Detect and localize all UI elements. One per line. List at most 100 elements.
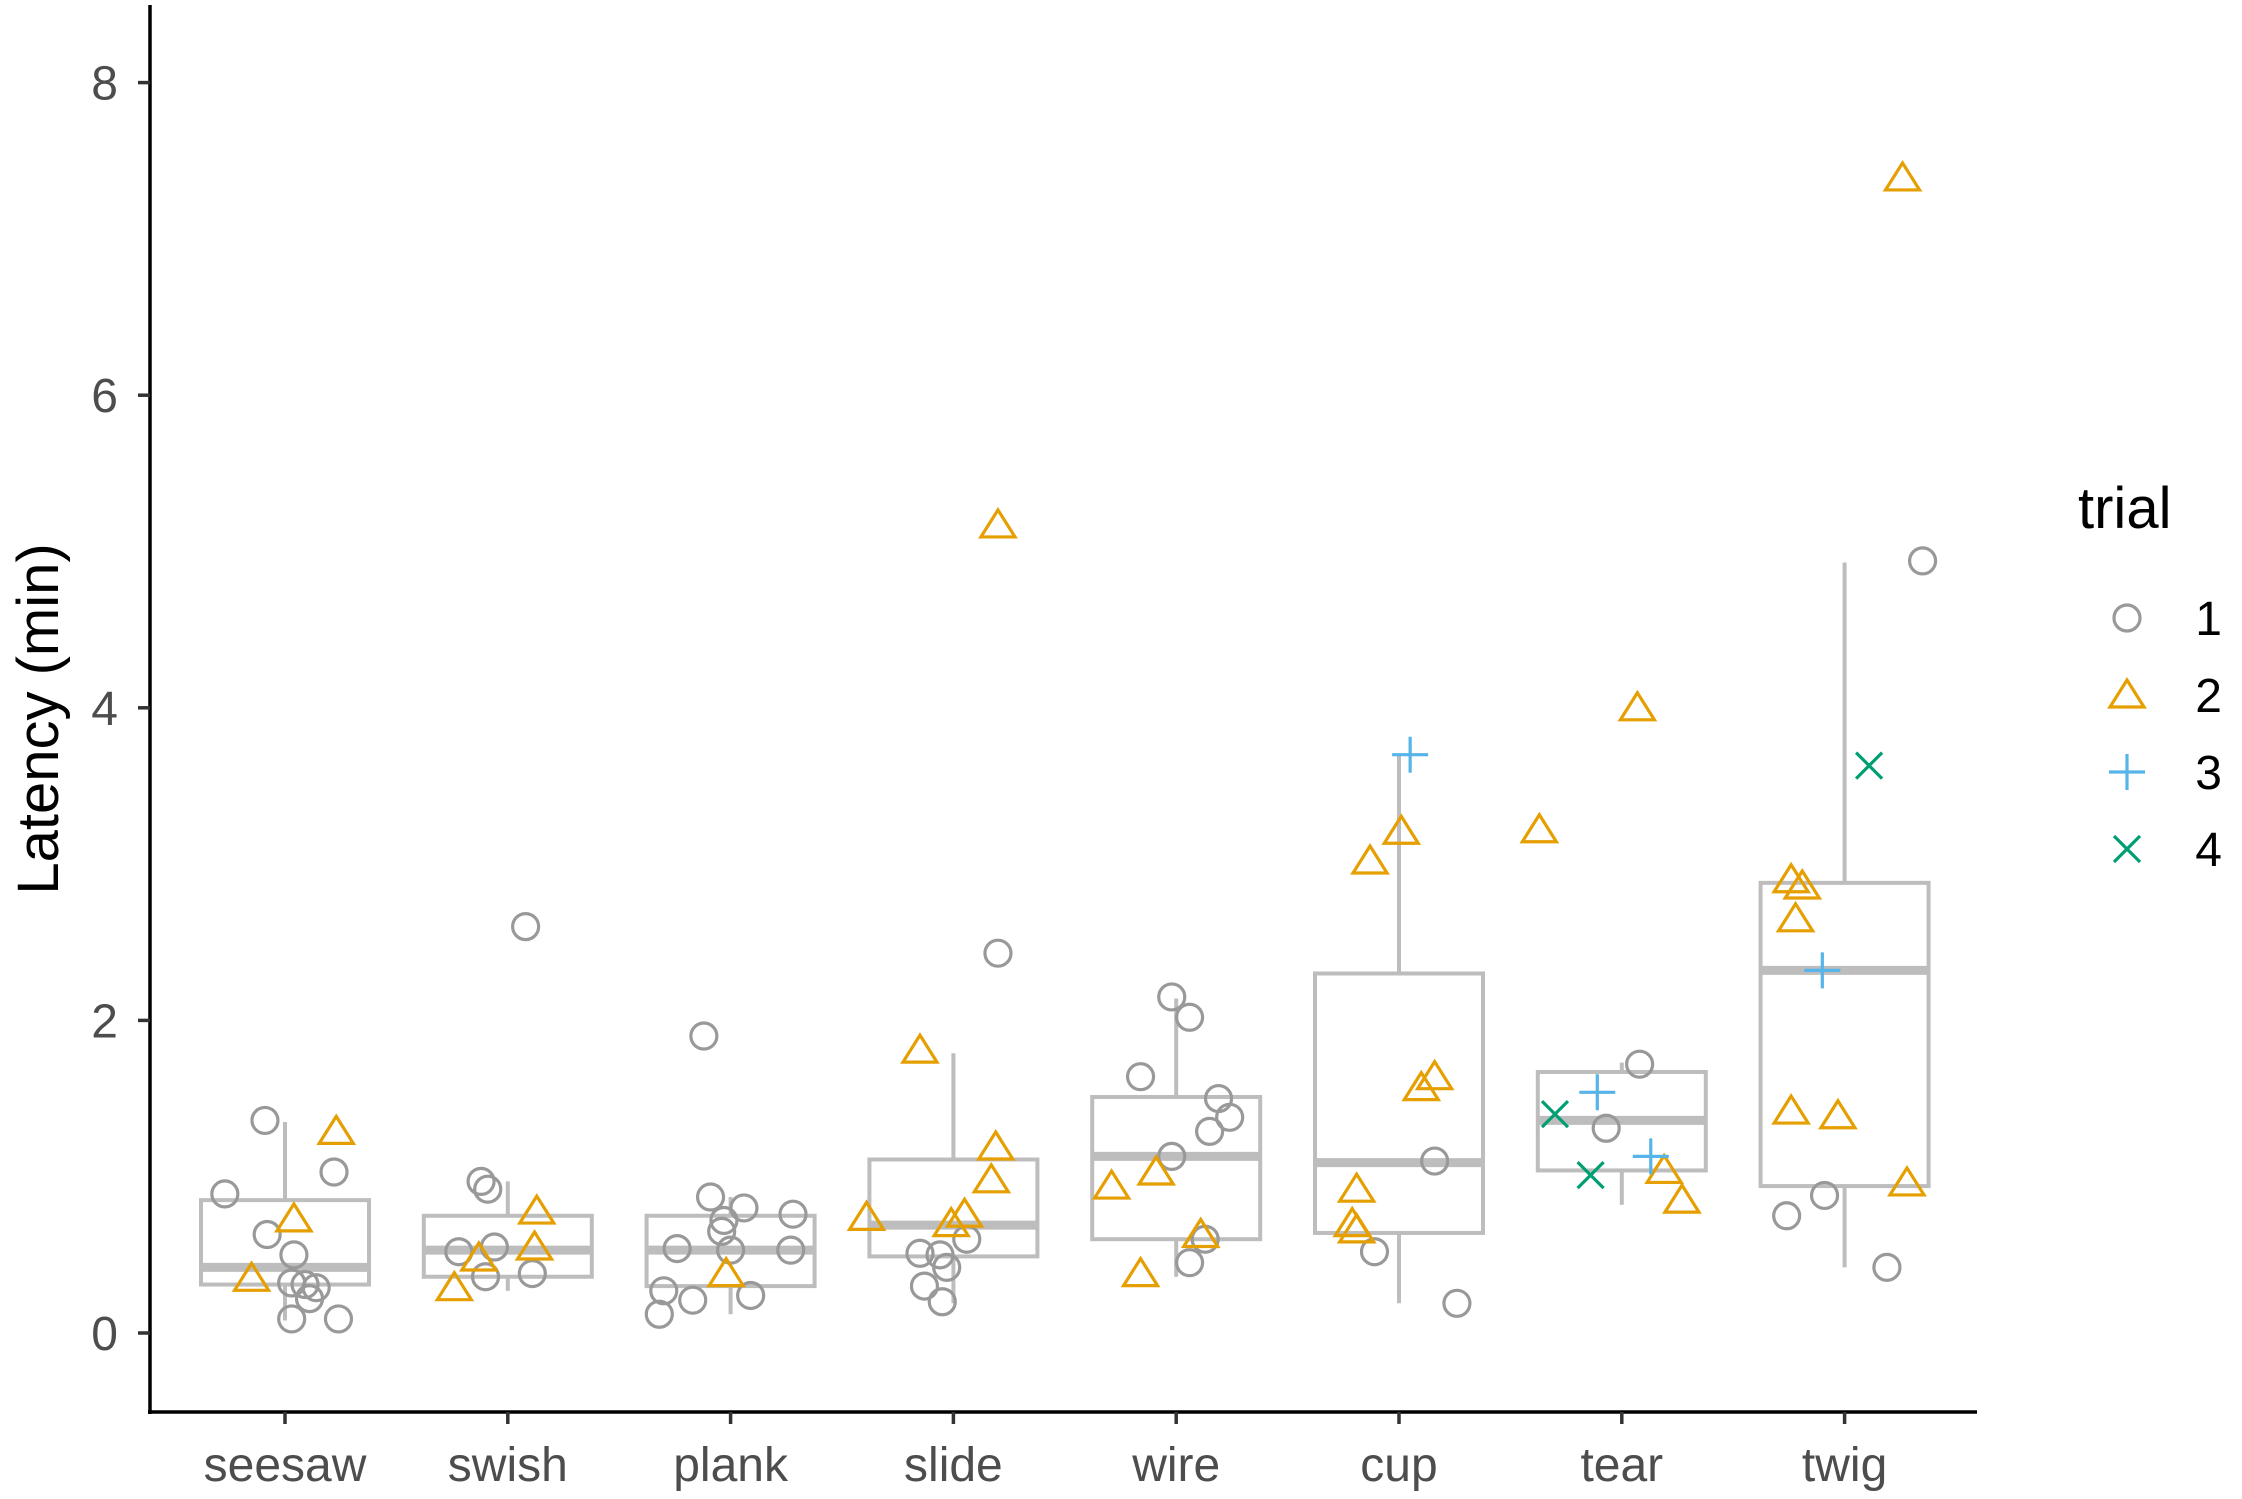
point-trial-1 (511, 912, 541, 942)
x-tick-label-seesaw: seesaw (204, 1439, 367, 1492)
point-trial-2 (971, 1161, 1012, 1194)
point-trial-1 (470, 1262, 501, 1292)
point-trial-1 (707, 1216, 737, 1247)
box-iqr (1313, 971, 1485, 1235)
point-trial-2 (846, 1199, 887, 1231)
point-trial-2 (1414, 1058, 1455, 1091)
point-trial-1 (1872, 1252, 1902, 1282)
point-trial-2 (1617, 689, 1658, 722)
point-trial-2 (1381, 813, 1422, 845)
x-tick-label-wire: wire (1131, 1439, 1220, 1492)
legend-label: 1 (2195, 593, 2222, 646)
x-tick-label-plank: plank (673, 1439, 789, 1492)
point-trial-2 (514, 1229, 555, 1261)
box-wire (1090, 998, 1263, 1277)
point-trial-1 (905, 1238, 935, 1268)
legend-entries: 1 2 3 4 (2107, 593, 2222, 877)
point-trial-1 (1420, 1146, 1450, 1176)
y-tick-label: 2 (91, 995, 118, 1048)
point-trial-1 (277, 1304, 307, 1334)
point-trial-1 (294, 1284, 325, 1314)
x-tick-label-slide: slide (904, 1439, 1003, 1492)
point-trial-1 (290, 1269, 320, 1300)
point-trial-2 (516, 1193, 557, 1225)
points-layer (210, 159, 1938, 1334)
point-trial-1 (1625, 1049, 1655, 1079)
point-trial-2 (1350, 842, 1390, 875)
series-trial-3 (1392, 736, 1841, 1175)
point-trial-2 (1782, 867, 1823, 900)
series-trial-4 (1540, 751, 1884, 1190)
point-trial-1 (210, 1179, 240, 1209)
legend-title: trial (2078, 476, 2171, 541)
point-trial-2 (978, 506, 1018, 539)
point-trial-1 (319, 1157, 349, 1187)
point-trial-2 (1336, 1171, 1377, 1203)
point-trial-2 (1662, 1182, 1702, 1214)
series-trial-1 (210, 546, 1938, 1334)
point-trial-2 (1136, 1154, 1177, 1186)
y-tick-label: 6 (91, 370, 118, 423)
point-trial-1 (776, 1235, 806, 1265)
point-trial-4 (1576, 1161, 1605, 1190)
point-trial-2 (316, 1113, 357, 1145)
point-trial-2 (1519, 811, 1560, 844)
point-trial-1 (778, 1199, 808, 1229)
legend-entry-3: 3 (2109, 747, 2222, 800)
series-trial-2 (231, 159, 1927, 1302)
point-trial-1 (909, 1271, 940, 1301)
point-trial-3 (1392, 736, 1429, 773)
legend: trial 1 2 3 4 (2078, 476, 2222, 877)
point-trial-1 (952, 1224, 982, 1254)
point-trial-2 (1180, 1216, 1221, 1249)
box-slide (867, 1053, 1040, 1304)
box-iqr (199, 1198, 371, 1287)
point-trial-1 (323, 1304, 354, 1334)
point-trial-1 (983, 938, 1013, 968)
point-trial-2 (900, 1032, 940, 1064)
point-trial-4 (1540, 1100, 1570, 1129)
point-trial-1 (1359, 1237, 1390, 1267)
x-ticks: seesaw swish plank slide wire cup tear twig (204, 1412, 1887, 1492)
y-tick-label: 4 (91, 683, 118, 736)
point-trial-2 (1401, 1069, 1442, 1102)
point-trial-2 (1887, 1164, 1927, 1197)
point-trial-2 (1882, 159, 1923, 192)
box-swish (421, 1181, 594, 1291)
point-trial-1 (1195, 1116, 1225, 1146)
point-trial-1 (1907, 546, 1938, 576)
point-trial-2 (1771, 861, 1812, 894)
y-axis-title: Latency (min) (6, 543, 71, 894)
x-tick-label-tear: tear (1580, 1439, 1663, 1492)
box-iqr (1758, 880, 1931, 1189)
x-tick-label-cup: cup (1360, 1439, 1437, 1492)
point-trial-1 (1772, 1201, 1802, 1231)
point-trial-1 (709, 1205, 739, 1236)
point-trial-1 (644, 1299, 674, 1329)
point-trial-3 (1579, 1074, 1616, 1111)
point-trial-1 (1809, 1180, 1840, 1211)
point-trial-2 (1120, 1255, 1161, 1288)
legend-key-triangle (2107, 676, 2147, 709)
box-iqr (1090, 1094, 1263, 1242)
point-trial-2 (1644, 1152, 1685, 1185)
legend-key-circle (2112, 603, 2142, 633)
point-trial-1 (695, 1182, 726, 1212)
box-cup (1313, 754, 1485, 1304)
point-trial-3 (1632, 1138, 1669, 1175)
point-trial-1 (1125, 1062, 1156, 1092)
boxes-layer (199, 562, 1931, 1321)
point-trial-2 (231, 1260, 272, 1292)
point-trial-1 (649, 1276, 679, 1306)
point-trial-1 (250, 1105, 280, 1136)
point-trial-1 (1157, 982, 1187, 1012)
point-trial-1 (1157, 1141, 1187, 1171)
point-trial-2 (944, 1196, 985, 1228)
point-trial-1 (279, 1240, 309, 1270)
point-trial-3 (1804, 952, 1841, 989)
x-tick-label-twig: twig (1802, 1439, 1887, 1492)
point-trial-1 (252, 1219, 282, 1250)
legend-entry-1: 1 (2112, 593, 2222, 646)
box-seesaw (199, 1121, 371, 1321)
